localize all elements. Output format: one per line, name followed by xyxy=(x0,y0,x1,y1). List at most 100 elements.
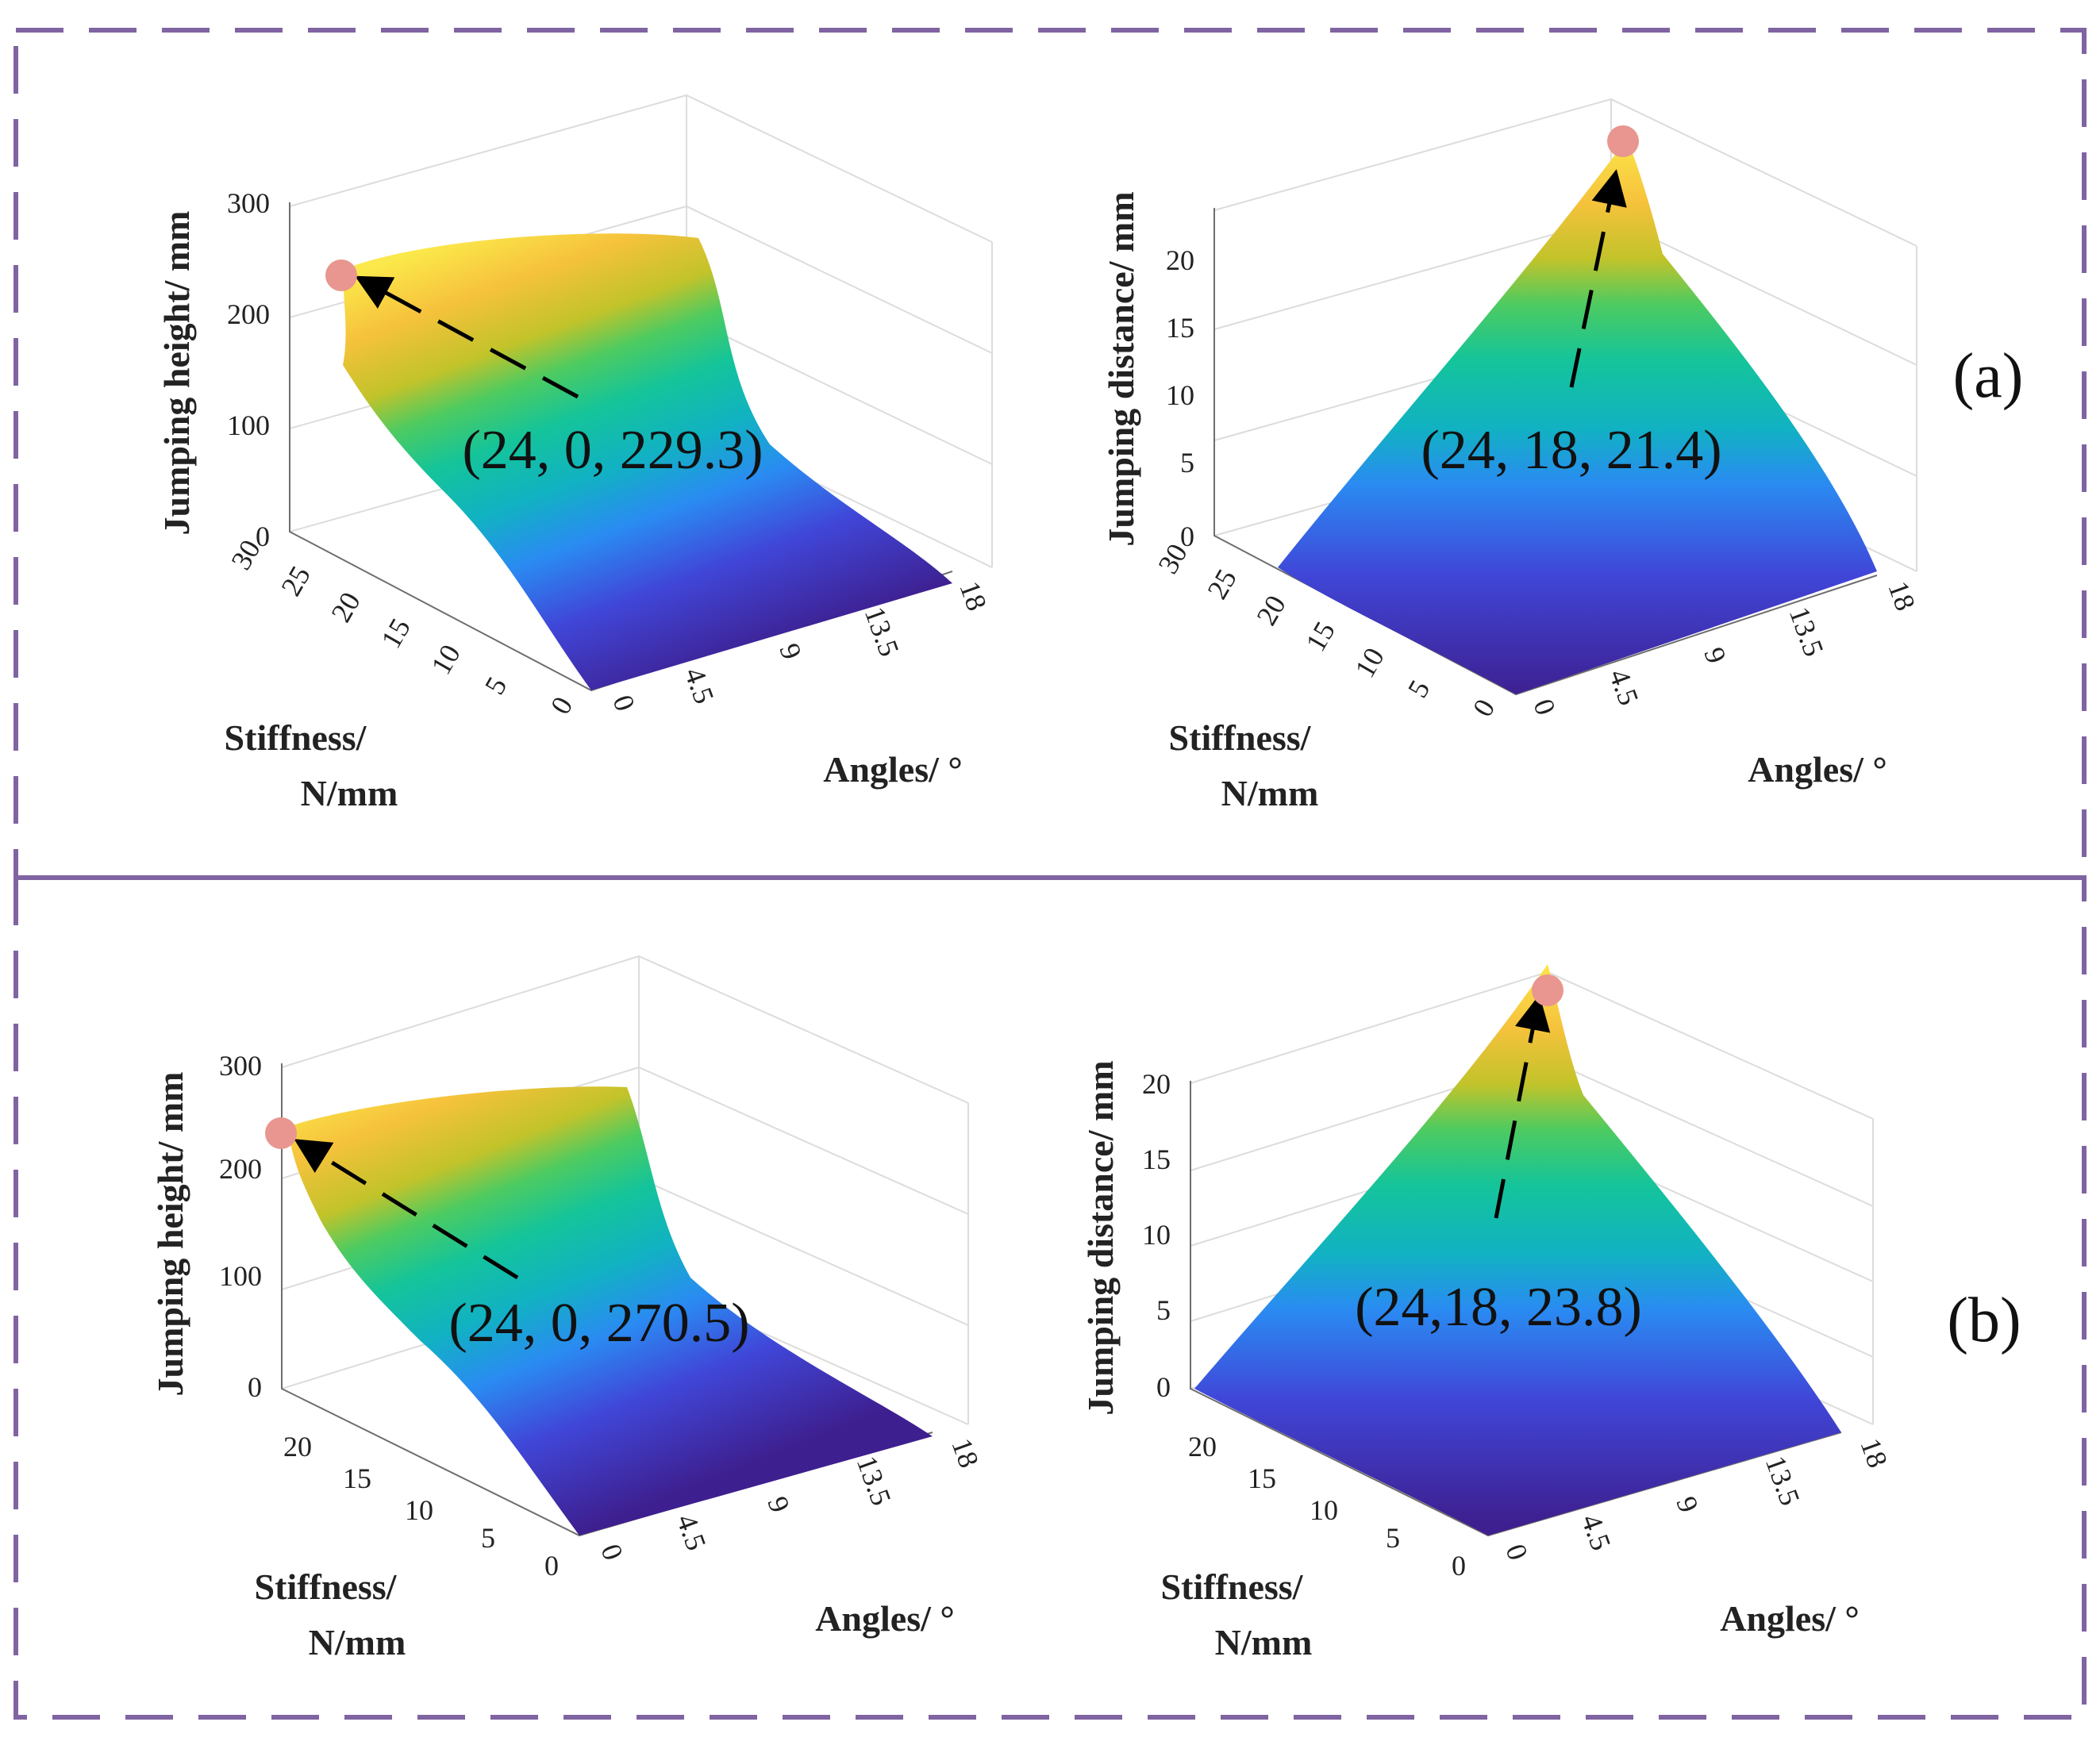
highlight-marker xyxy=(325,259,357,291)
chart-a-height: 300 200 100 0 30 25 20 15 10 5 0 0 4.5 9… xyxy=(156,94,993,813)
z-tick: 5 xyxy=(1156,1294,1171,1326)
x-tick: 5 xyxy=(479,671,513,700)
surface-distance-a xyxy=(1278,139,1877,694)
x-tick: 5 xyxy=(1386,1522,1400,1554)
x-tick: 20 xyxy=(325,586,367,627)
panel-label-a: (a) xyxy=(1953,341,2024,411)
x-tick: 20 xyxy=(1188,1431,1217,1462)
y-axis-label: Angles/ ° xyxy=(823,749,963,790)
x-axis-label-line2: N/mm xyxy=(1221,773,1319,813)
z-tick: 20 xyxy=(1166,244,1194,276)
x-tick: 25 xyxy=(1201,563,1243,604)
x-tick: 15 xyxy=(1248,1462,1276,1494)
annotation-arrow xyxy=(294,1139,519,1280)
x-tick: 0 xyxy=(1452,1550,1466,1582)
z-tick: 100 xyxy=(227,409,270,441)
y-tick: 0 xyxy=(1527,695,1562,720)
x-tick: 25 xyxy=(275,560,317,601)
y-tick: 18 xyxy=(1854,1434,1894,1472)
z-tick: 10 xyxy=(1142,1219,1171,1251)
y-axis-label: Angles/ ° xyxy=(1720,1598,1860,1639)
y-tick: 13.5 xyxy=(859,602,906,660)
x-tick: 10 xyxy=(405,1494,433,1526)
x-tick: 15 xyxy=(375,613,417,653)
y-tick: 9 xyxy=(1698,644,1733,668)
highlight-marker xyxy=(1532,974,1563,1006)
y-tick: 4.5 xyxy=(1603,665,1645,709)
z-tick-labels: 20 15 10 5 0 xyxy=(1166,244,1194,552)
z-tick: 15 xyxy=(1166,312,1194,344)
z-axis-label: Jumping height/ mm xyxy=(150,1072,190,1397)
z-tick: 0 xyxy=(1180,521,1194,552)
z-tick-labels: 300 200 100 0 xyxy=(227,187,270,552)
z-tick: 0 xyxy=(256,521,270,552)
x-tick: 20 xyxy=(283,1431,312,1462)
y-tick: 18 xyxy=(1882,577,1921,615)
z-tick: 0 xyxy=(248,1371,262,1403)
highlight-marker xyxy=(265,1117,297,1149)
x-tick: 5 xyxy=(1402,675,1437,703)
y-tick: 9 xyxy=(1670,1493,1705,1517)
chart-b-distance: 20 15 10 5 0 20 15 10 5 0 0 4.5 9 13.5 1… xyxy=(1080,964,1894,1662)
panel-label-b: (b) xyxy=(1947,1286,2021,1355)
x-tick-labels: 20 15 10 5 0 xyxy=(283,1431,559,1582)
z-tick: 20 xyxy=(1142,1068,1171,1100)
z-tick-labels: 300 200 100 0 xyxy=(219,1050,262,1403)
y-tick: 4.5 xyxy=(671,1510,713,1555)
z-tick: 300 xyxy=(227,187,270,219)
z-tick: 200 xyxy=(219,1153,262,1185)
chart-b-height: 300 200 100 0 20 15 10 5 0 0 4.5 9 13.5 … xyxy=(150,955,985,1662)
x-tick: 0 xyxy=(544,691,579,720)
y-axis-label: Angles/ ° xyxy=(1748,749,1887,790)
x-tick: 5 xyxy=(481,1522,495,1554)
x-axis-label-line1: Stiffness/ xyxy=(225,717,367,758)
y-tick: 18 xyxy=(945,1434,985,1472)
surface-height-b xyxy=(287,1086,933,1536)
y-tick: 18 xyxy=(953,577,993,615)
y-tick: 0 xyxy=(606,691,641,716)
annotation-label: (24, 18, 21.4) xyxy=(1421,420,1721,481)
annotation-arrow xyxy=(1494,994,1551,1219)
panel-frame-b xyxy=(13,875,2087,1720)
x-tick: 10 xyxy=(1310,1494,1338,1526)
z-tick: 300 xyxy=(219,1050,262,1082)
z-axis-label: Jumping distance/ mm xyxy=(1101,191,1141,546)
y-tick: 9 xyxy=(773,640,808,664)
y-tick: 0 xyxy=(594,1540,629,1565)
x-axis-label-line1: Stiffness/ xyxy=(1169,717,1312,758)
annotation-arrow xyxy=(1569,169,1627,388)
z-axis-label: Jumping height/ mm xyxy=(156,211,197,536)
y-tick: 9 xyxy=(761,1493,796,1517)
z-tick: 15 xyxy=(1142,1143,1171,1175)
y-tick: 0 xyxy=(1499,1540,1534,1565)
highlight-marker xyxy=(1607,125,1639,157)
y-tick: 4.5 xyxy=(679,663,721,708)
x-axis-label-line2: N/mm xyxy=(309,1622,406,1662)
x-tick-labels: 20 15 10 5 0 xyxy=(1188,1431,1466,1582)
y-axis-label: Angles/ ° xyxy=(815,1598,955,1639)
x-tick: 10 xyxy=(425,639,467,679)
x-tick: 20 xyxy=(1250,590,1292,630)
annotation-label: (24, 0, 270.5) xyxy=(448,1293,749,1354)
z-tick: 100 xyxy=(219,1260,262,1292)
x-tick: 10 xyxy=(1348,642,1390,682)
z-tick: 0 xyxy=(1156,1371,1171,1403)
z-tick-labels: 20 15 10 5 0 xyxy=(1142,1068,1171,1403)
x-tick: 15 xyxy=(1299,616,1341,656)
x-axis-label-line1: Stiffness/ xyxy=(1161,1566,1304,1607)
z-tick: 10 xyxy=(1166,379,1194,411)
chart-a-distance: 20 15 10 5 0 30 25 20 15 10 5 0 0 4.5 9 … xyxy=(1101,98,1921,813)
annotation-label: (24, 0, 229.3) xyxy=(462,420,763,481)
annotation-arrow xyxy=(355,275,579,399)
x-tick: 0 xyxy=(544,1550,559,1582)
y-tick: 13.5 xyxy=(1783,602,1830,660)
y-tick: 13.5 xyxy=(1760,1451,1806,1509)
z-axis-label: Jumping distance/ mm xyxy=(1080,1060,1121,1415)
x-axis-label-line1: Stiffness/ xyxy=(255,1566,398,1607)
z-tick: 5 xyxy=(1180,447,1194,479)
surface-distance-b xyxy=(1194,964,1841,1536)
annotation-label: (24,18, 23.8) xyxy=(1355,1277,1642,1338)
x-axis-label-line2: N/mm xyxy=(1215,1622,1313,1662)
y-tick: 4.5 xyxy=(1575,1510,1617,1555)
